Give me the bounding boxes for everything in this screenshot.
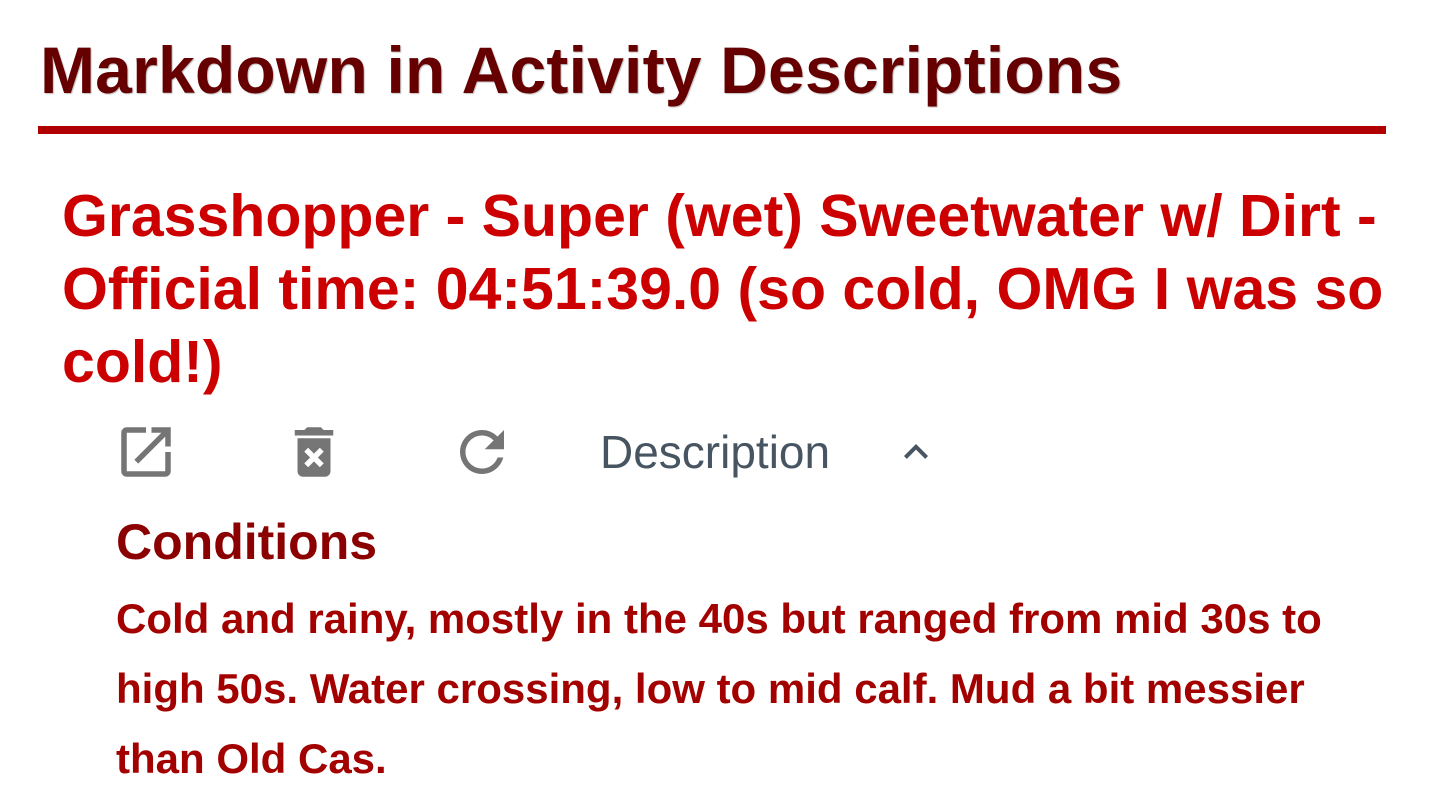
chevron-up-icon xyxy=(892,428,940,476)
activity-description: Conditions Cold and rainy, mostly in the… xyxy=(116,510,1346,794)
description-heading: Conditions xyxy=(116,514,378,570)
description-toggle-button[interactable]: Description xyxy=(600,416,970,488)
page-title: Markdown in Activity Descriptions xyxy=(40,33,1123,107)
activity-title[interactable]: Grasshopper - Super (wet) Sweetwater w/ … xyxy=(62,183,1384,395)
delete-activity-button[interactable] xyxy=(280,416,348,488)
activity-toolbar: Description xyxy=(112,416,1012,488)
trash-icon xyxy=(281,419,347,485)
title-divider xyxy=(38,126,1386,134)
refresh-activity-button[interactable] xyxy=(448,416,516,488)
description-toggle-label: Description xyxy=(600,426,831,478)
open-in-new-icon xyxy=(113,419,179,485)
description-body: Cold and rainy, mostly in the 40s but ra… xyxy=(116,595,1322,782)
open-activity-button[interactable] xyxy=(112,416,180,488)
refresh-icon xyxy=(449,419,515,485)
